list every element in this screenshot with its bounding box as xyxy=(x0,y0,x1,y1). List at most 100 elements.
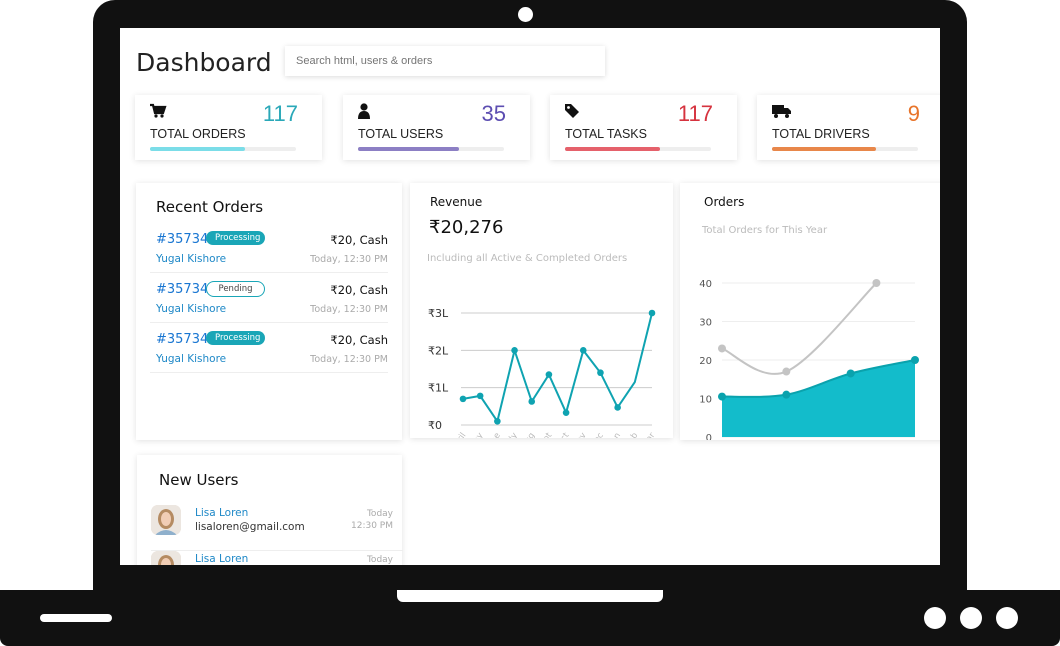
list-item[interactable]: Lisa Loren lisaloren@gmail.com Today 12:3… xyxy=(151,505,403,551)
user-name[interactable]: Lisa Loren xyxy=(195,553,249,565)
search-input[interactable] xyxy=(285,46,605,76)
order-row[interactable]: #35734 Processing Yugal Kishore ₹20, Cas… xyxy=(150,323,388,373)
order-id[interactable]: #35734 xyxy=(156,332,209,347)
avatar xyxy=(151,551,181,565)
order-id[interactable]: #35734 xyxy=(156,282,209,297)
list-item[interactable]: Lisa Loren Today xyxy=(151,551,403,565)
orders-area xyxy=(722,360,915,437)
order-row[interactable]: #35734 Pending Yugal Kishore ₹20, Cash T… xyxy=(150,273,388,323)
x-tick-label: Nov xyxy=(571,431,589,438)
order-time: Today, 12:30 PM xyxy=(310,304,388,315)
data-point xyxy=(562,409,570,416)
data-point xyxy=(597,369,604,377)
stat-progress-bar xyxy=(772,147,918,151)
data-point xyxy=(579,347,587,354)
revenue-total: ₹20,276 xyxy=(429,217,504,238)
user-time-value: 12:30 PM xyxy=(351,521,393,531)
data-point xyxy=(614,404,621,411)
x-tick-label: July xyxy=(502,431,520,438)
y-tick-label: 0 xyxy=(706,433,712,440)
user-date: Today xyxy=(366,509,393,519)
recent-orders-card: Recent Orders #35734 Processing Yugal Ki… xyxy=(136,183,402,440)
data-point xyxy=(528,398,536,405)
stat-value: 117 xyxy=(262,101,298,126)
user-date: Today xyxy=(366,555,393,565)
status-badge: Pending xyxy=(206,281,265,297)
y-tick-label: ₹3L xyxy=(428,307,449,320)
x-tick-label: Feb xyxy=(623,431,640,438)
stat-value: 117 xyxy=(677,101,713,126)
stat-value: 35 xyxy=(481,101,506,126)
orders-subtitle: Total Orders for This Year xyxy=(702,225,828,236)
x-tick-label: May xyxy=(467,431,485,438)
stat-card-total-drivers[interactable]: 9 TOTAL DRIVERS xyxy=(757,95,940,160)
stat-card-total-tasks[interactable]: 117 TOTAL TASKS xyxy=(550,95,737,160)
customer-name[interactable]: Yugal Kishore xyxy=(156,353,227,365)
data-point xyxy=(782,367,791,376)
customer-name[interactable]: Yugal Kishore xyxy=(156,253,227,265)
user-name[interactable]: Lisa Loren xyxy=(195,507,249,519)
x-tick-label: Mar xyxy=(640,431,658,438)
order-row[interactable]: #35734 Processing Yugal Kishore ₹20, Cas… xyxy=(150,223,388,273)
stat-label: TOTAL TASKS xyxy=(565,127,647,141)
laptop-notch xyxy=(397,590,663,602)
new-users-card: New Users Lisa Loren lisaloren@gmail.com… xyxy=(137,455,403,565)
order-time: Today, 12:30 PM xyxy=(310,254,388,265)
status-badge: Processing xyxy=(206,331,265,345)
data-point xyxy=(846,369,855,378)
data-point xyxy=(511,347,518,354)
order-amount: ₹20, Cash xyxy=(330,233,388,247)
revenue-subtitle: Including all Active & Completed Orders xyxy=(427,253,628,264)
user-email: lisaloren@gmail.com xyxy=(195,521,305,533)
x-tick-label: Dec xyxy=(588,431,606,438)
data-point xyxy=(911,356,919,364)
laptop-dot-icon xyxy=(996,607,1018,629)
recent-orders-title: Recent Orders xyxy=(156,198,264,216)
stat-label: TOTAL ORDERS xyxy=(150,127,246,141)
stat-card-total-users[interactable]: 35 TOTAL USERS xyxy=(343,95,530,160)
customer-name[interactable]: Yugal Kishore xyxy=(156,303,227,315)
data-point xyxy=(872,279,881,287)
data-point xyxy=(545,371,553,378)
orders-area-line xyxy=(721,359,916,398)
y-tick-label: ₹1L xyxy=(428,382,449,395)
y-tick-label: 40 xyxy=(699,279,712,290)
laptop-dot-icon xyxy=(960,607,982,629)
truck-icon xyxy=(771,103,793,123)
y-tick-label: ₹0 xyxy=(428,419,442,432)
y-tick-label: ₹2L xyxy=(428,344,449,357)
data-point xyxy=(718,392,726,401)
camera-icon xyxy=(518,7,533,22)
x-tick-label: Sept xyxy=(535,430,555,438)
orders-title: Orders xyxy=(704,195,745,209)
orders-chart: 0102030402011201220132014 xyxy=(699,279,919,440)
revenue-title: Revenue xyxy=(430,195,483,209)
data-point xyxy=(782,390,791,399)
revenue-card: Revenue ₹20,276 Including all Active & C… xyxy=(410,183,673,438)
stat-progress-bar xyxy=(358,147,504,151)
y-tick-label: 20 xyxy=(699,356,712,367)
order-amount: ₹20, Cash xyxy=(330,283,388,297)
x-tick-label: Aug xyxy=(519,431,537,438)
data-point xyxy=(718,344,726,353)
data-point xyxy=(459,395,467,403)
dashboard-screen: Dashboard 117 TOTAL ORDERS 35 TOTAL USER… xyxy=(120,28,940,565)
order-time: Today, 12:30 PM xyxy=(310,354,388,365)
data-point xyxy=(648,309,656,317)
stat-label: TOTAL DRIVERS xyxy=(772,127,870,141)
stat-progress-bar xyxy=(150,147,296,151)
data-point xyxy=(494,417,501,425)
stat-label: TOTAL USERS xyxy=(358,127,444,141)
order-id[interactable]: #35734 xyxy=(156,232,209,247)
revenue-chart: ₹0 ₹1L ₹2L ₹3L AprilMayJuneJulyAugSeptOctNov… xyxy=(428,307,658,438)
stat-card-total-orders[interactable]: 117 TOTAL ORDERS xyxy=(135,95,322,160)
user-time: Today 12:30 PM xyxy=(351,508,393,532)
order-amount: ₹20, Cash xyxy=(330,333,388,347)
x-tick-label: Jan xyxy=(607,431,623,438)
tag-icon xyxy=(564,103,580,123)
laptop-speaker-icon xyxy=(40,614,112,622)
y-tick-label: 10 xyxy=(699,395,712,406)
avatar xyxy=(151,505,181,535)
revenue-line xyxy=(462,312,653,424)
laptop-dot-icon xyxy=(924,607,946,629)
